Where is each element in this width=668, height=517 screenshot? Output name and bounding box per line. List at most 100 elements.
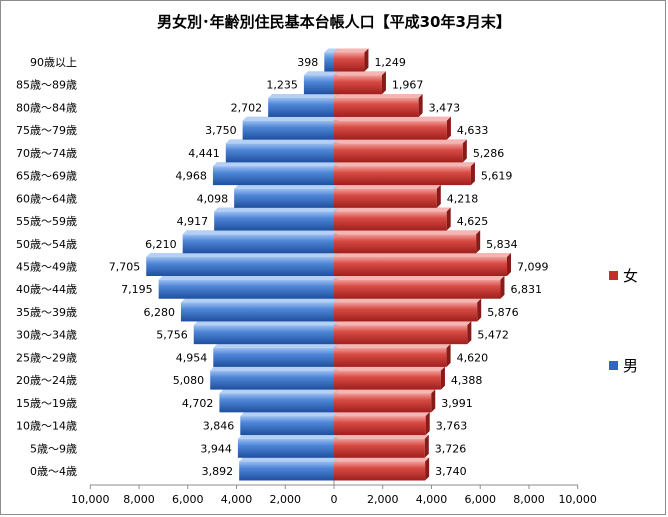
bar-female-face: [334, 302, 478, 322]
data-label-male: 4,702: [182, 397, 214, 410]
bar-male: [242, 116, 338, 140]
bar-male-top: [182, 230, 338, 235]
bar-female-side: [446, 207, 451, 231]
data-label-male: 5,756: [156, 329, 188, 342]
bar-male-face: [182, 234, 334, 254]
bar-male-top: [234, 184, 338, 189]
y-tick-label: 20歳～24歳: [16, 374, 77, 387]
bar-female-side: [440, 366, 445, 390]
bar-male-face: [213, 347, 334, 367]
bar-female: [334, 389, 436, 413]
data-label-male: 4,917: [177, 215, 209, 228]
data-label-female: 6,831: [510, 283, 541, 296]
bar-female-face: [334, 188, 437, 208]
y-tick-label: 55歳～59歳: [16, 215, 77, 228]
data-label-female: 5,876: [487, 306, 519, 319]
bar-male-top: [225, 139, 338, 144]
bar-male-face: [180, 302, 334, 322]
data-label-male: 3,750: [205, 124, 237, 137]
bar-female: [334, 184, 441, 208]
bar-male: [182, 230, 338, 254]
bar-female: [334, 116, 451, 140]
bar-female-side: [364, 48, 369, 72]
bar-female-top: [334, 230, 481, 235]
data-label-male: 4,968: [175, 170, 207, 183]
bar-female: [334, 48, 369, 72]
bar-male-top: [158, 275, 338, 280]
bar-female-side: [381, 71, 386, 95]
bar-female-side: [431, 389, 436, 413]
bar-female-side: [476, 230, 481, 254]
data-label-male: 5,080: [173, 374, 205, 387]
y-tick-label: 10歳～14歳: [16, 420, 77, 433]
bar-male: [219, 389, 338, 413]
bar-female-face: [334, 370, 441, 390]
bar-female-top: [334, 389, 436, 394]
data-label-female: 3,726: [435, 442, 467, 455]
bar-male: [225, 139, 338, 163]
bar-female-face: [334, 211, 447, 231]
bar-male-top: [237, 434, 338, 439]
bar-female: [334, 162, 475, 186]
data-label-male: 6,210: [145, 238, 177, 251]
y-tick-label: 60歳～64歳: [16, 192, 77, 205]
bar-female-face: [334, 438, 425, 458]
bar-female-face: [334, 75, 382, 95]
bar-male: [193, 321, 338, 345]
bar-female-top: [334, 162, 475, 167]
bar-female-side: [418, 93, 423, 117]
bar-female: [334, 298, 482, 322]
bar-female-side: [424, 434, 429, 458]
bar-female-face: [334, 97, 419, 117]
bar-male: [214, 207, 338, 231]
bar-female-side: [436, 184, 441, 208]
bar-female-side: [446, 116, 451, 140]
bar-female-face: [334, 279, 501, 299]
bar-female-face: [334, 347, 447, 367]
y-tick-label: 15歳～19歳: [16, 397, 77, 410]
data-label-male: 6,280: [143, 306, 175, 319]
bar-female-top: [334, 298, 482, 303]
y-tick-label: 75歳～79歳: [16, 124, 77, 137]
bar-male-top: [213, 343, 338, 348]
x-tick-label: 8,000: [123, 493, 155, 506]
bar-male: [237, 434, 338, 458]
bar-female-side: [470, 162, 475, 186]
data-label-male: 3,846: [203, 420, 235, 433]
bar-male-face: [210, 370, 334, 390]
bar-female-face: [334, 461, 426, 481]
bar-female: [334, 253, 512, 276]
bar-female: [334, 275, 505, 299]
bar-female-side: [467, 321, 472, 345]
bar-female-face: [334, 416, 426, 436]
bar-male-top: [146, 253, 338, 257]
bar-male-face: [242, 120, 334, 140]
axis-layer: 10,000 8,000 6,000 4,000 2,000 0 2,000 4,000 6,0…: [71, 49, 597, 506]
bar-male: [268, 93, 338, 117]
bar-female: [334, 434, 429, 458]
bar-male: [210, 366, 338, 390]
bar-female: [334, 321, 472, 345]
bar-female-top: [334, 184, 441, 189]
bar-female: [334, 366, 445, 390]
data-label-male: 3,944: [200, 442, 232, 455]
bar-male-face: [193, 325, 334, 345]
bar-male-top: [214, 207, 338, 212]
data-label-female: 4,218: [447, 192, 479, 205]
bar-male: [180, 298, 338, 322]
legend-male-label: 男: [623, 357, 639, 375]
data-label-male: 4,954: [176, 351, 208, 364]
bar-male-face: [225, 143, 334, 163]
legend-male-swatch: [609, 361, 618, 370]
bar-female-top: [334, 139, 467, 144]
bar-female-top: [334, 93, 423, 98]
bar-female: [334, 93, 423, 117]
bar-female-top: [334, 48, 369, 53]
bar-female-side: [500, 275, 505, 299]
y-tick-label: 5歳～9歳: [30, 442, 77, 455]
bar-female-top: [334, 116, 451, 121]
bar-male: [212, 162, 338, 186]
bar-female: [334, 139, 467, 163]
x-tick-label: 10,000: [558, 493, 597, 506]
